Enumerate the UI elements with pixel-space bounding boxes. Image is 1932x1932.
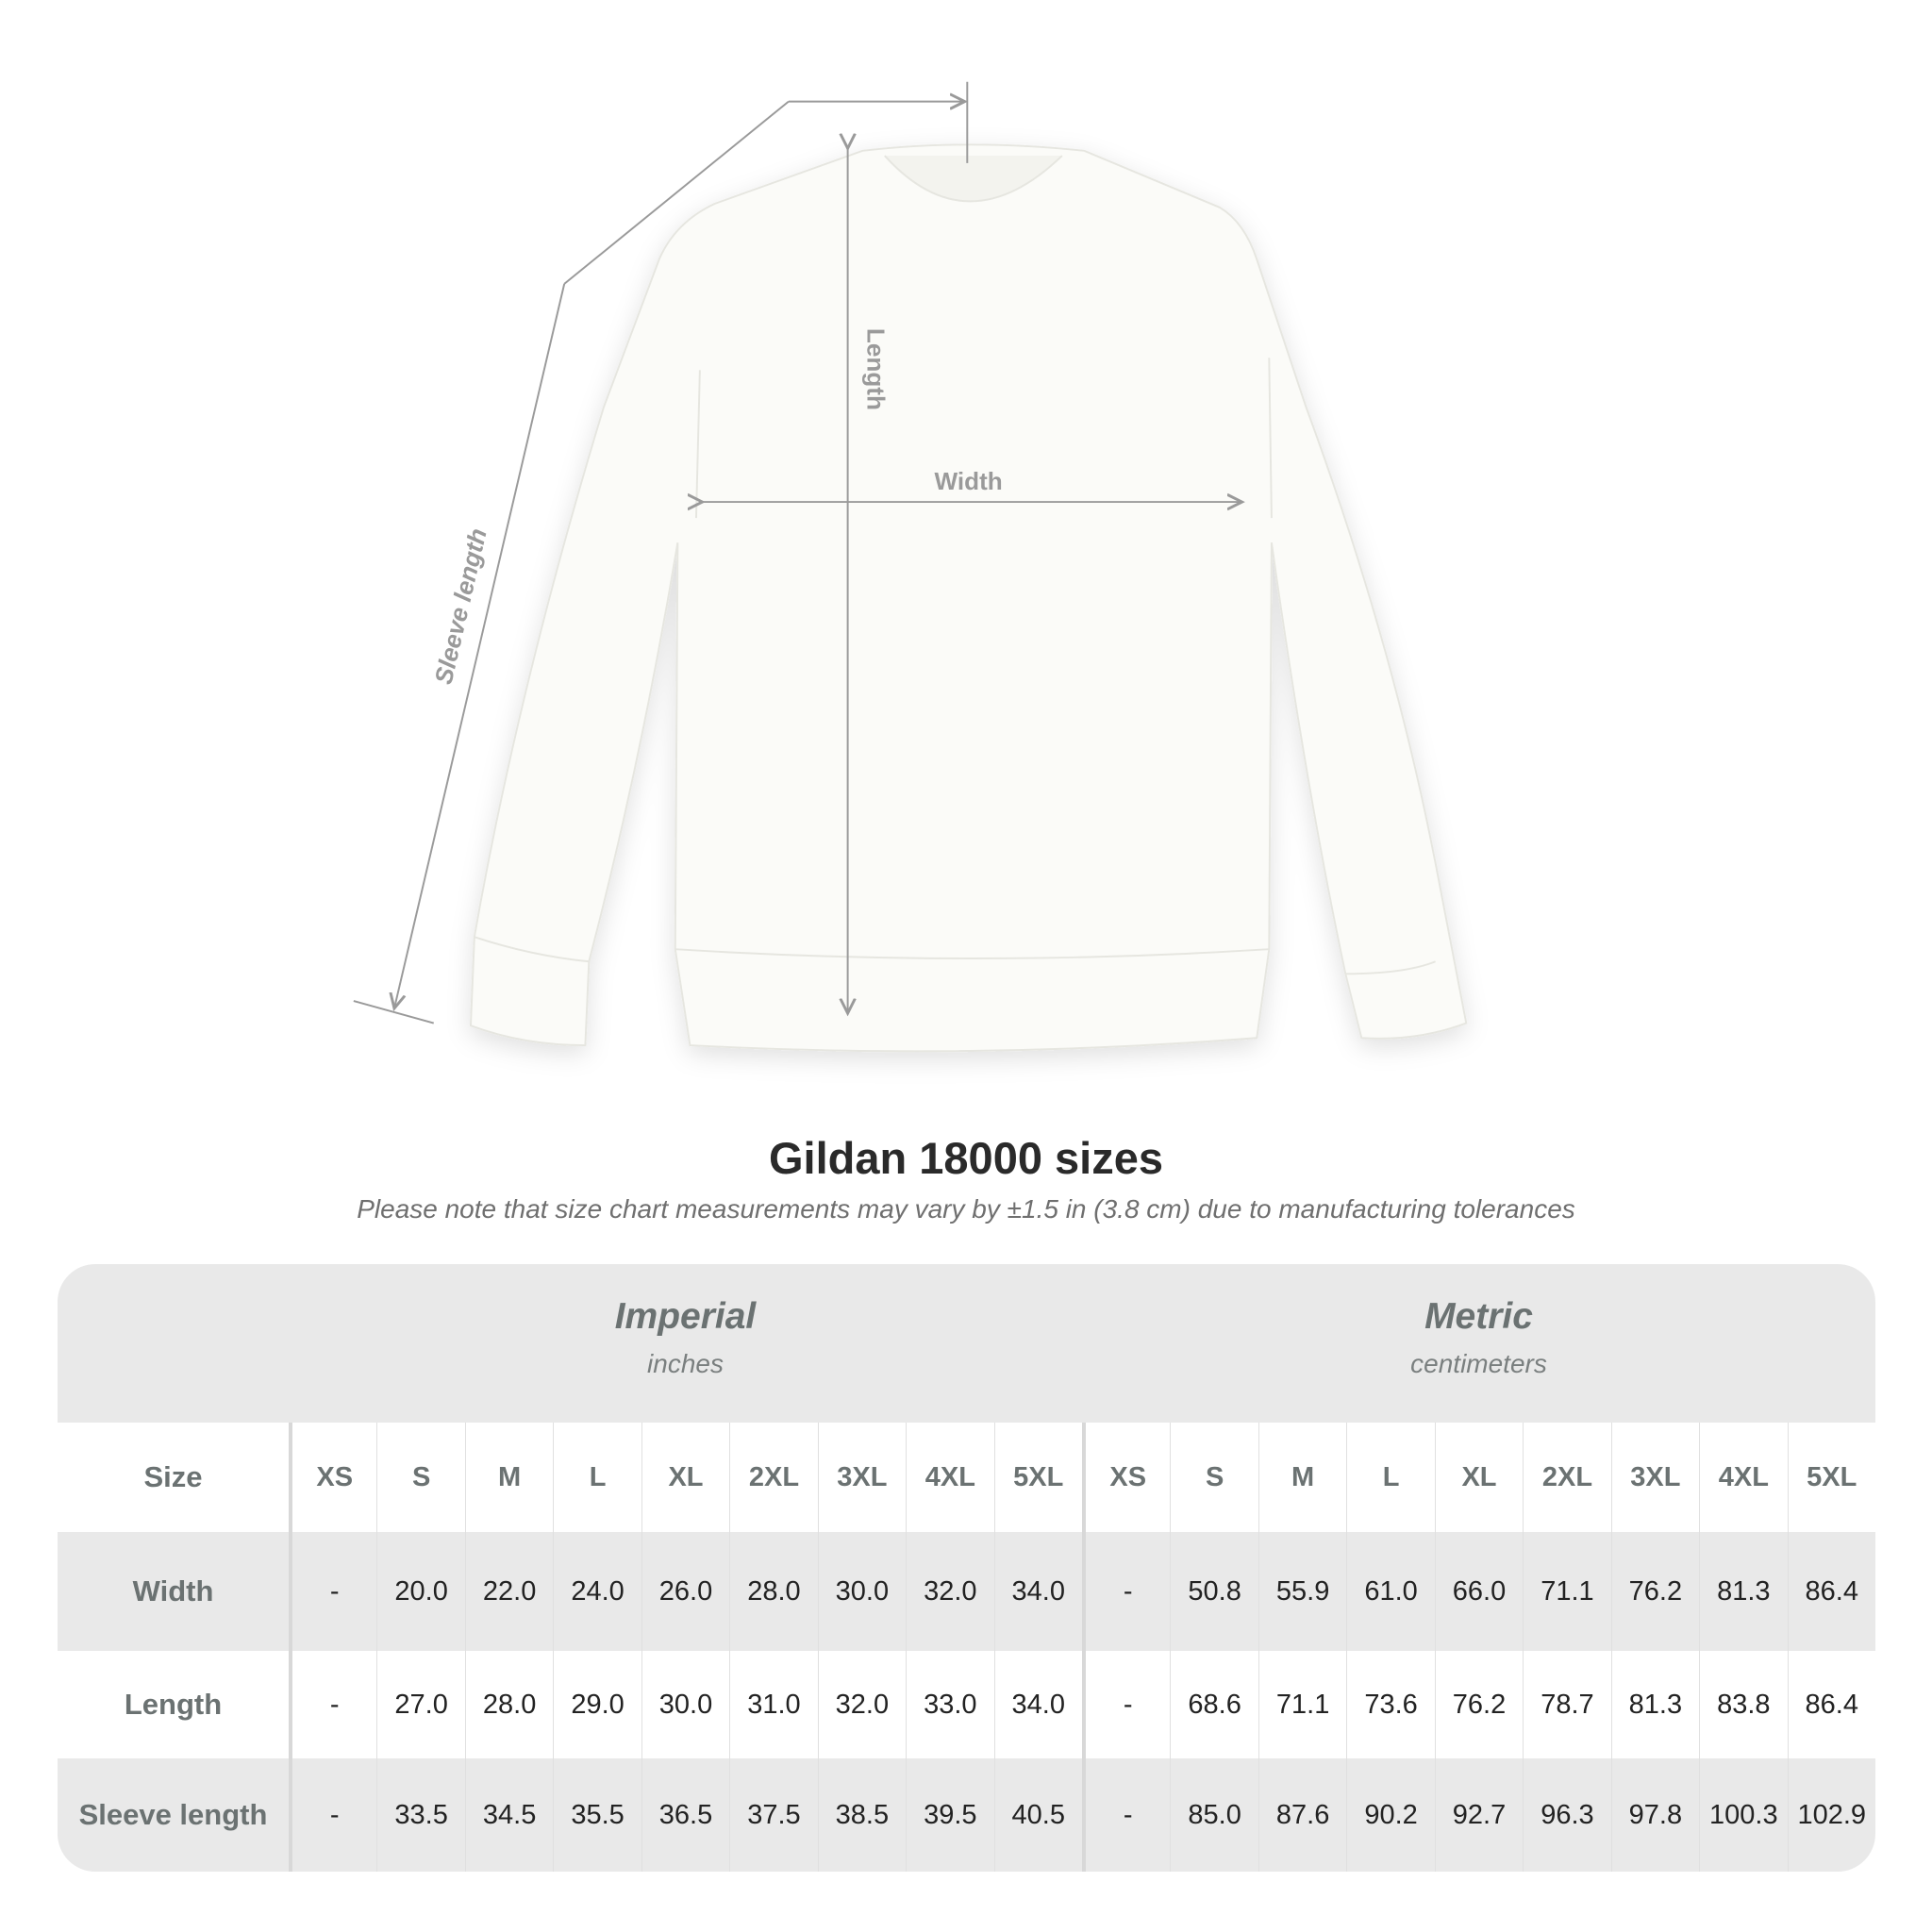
row-label: Width <box>132 1574 214 1607</box>
table-cell: 5XL <box>1787 1423 1875 1532</box>
table-cell: 22.0 <box>464 1532 553 1651</box>
sweatshirt-image <box>469 143 1468 1053</box>
table-cell: L <box>553 1423 641 1532</box>
table-cell: XS <box>1081 1423 1170 1532</box>
table-cell: 36.5 <box>641 1758 729 1872</box>
table-cell: S <box>1170 1423 1257 1532</box>
table-cell: 85.0 <box>1170 1758 1257 1872</box>
table-cell: - <box>289 1532 376 1651</box>
table-cell: 81.3 <box>1610 1651 1699 1758</box>
table-cell: 30.0 <box>817 1532 906 1651</box>
table-cell: 86.4 <box>1787 1651 1875 1758</box>
table-cell: 40.5 <box>993 1758 1082 1872</box>
table-cell: 100.3 <box>1699 1758 1787 1872</box>
table-cell: XL <box>641 1423 729 1532</box>
table-cell: 34.0 <box>993 1651 1082 1758</box>
table-cell: M <box>1257 1423 1346 1532</box>
table-cell: 87.6 <box>1257 1758 1346 1872</box>
table-cell: 66.0 <box>1434 1532 1523 1651</box>
table-cell: 50.8 <box>1170 1532 1257 1651</box>
table-row: Length -27.0 28.0 29.0 30.0 31.0 32.0 33.0 34.0-… <box>58 1651 1875 1758</box>
table-cell: 33.0 <box>906 1651 993 1758</box>
sleeve-arrow <box>394 283 566 1008</box>
sleeve-length-label: Sleeve length <box>429 525 492 687</box>
table-cell: 102.9 <box>1787 1758 1875 1872</box>
table-cell: 30.0 <box>641 1651 729 1758</box>
table-cell: 5XL <box>993 1423 1082 1532</box>
table-cell: 4XL <box>906 1423 993 1532</box>
table-cell: 55.9 <box>1257 1532 1346 1651</box>
table-cell: 39.5 <box>906 1758 993 1872</box>
imperial-header: Imperial inches <box>289 1264 1082 1423</box>
metric-header: Metric centimeters <box>1082 1264 1875 1423</box>
page-title: Gildan 18000 sizes <box>768 1133 1164 1183</box>
table-cell: 76.2 <box>1610 1532 1699 1651</box>
table-cell: 86.4 <box>1787 1532 1875 1651</box>
table-cell: - <box>1081 1758 1170 1872</box>
table-cell: - <box>289 1651 376 1758</box>
table-cell: 2XL <box>1523 1423 1610 1532</box>
sweatshirt-diagram: Length Width Sleeve length <box>353 81 1468 1053</box>
table-cell: 3XL <box>817 1423 906 1532</box>
table-cell: 2XL <box>729 1423 817 1532</box>
imperial-title: Imperial <box>614 1296 757 1337</box>
table-cell: 32.0 <box>817 1651 906 1758</box>
table-cell: L <box>1346 1423 1434 1532</box>
table-row: Width -20.0 22.0 24.0 26.0 28.0 30.0 32.0 34.0-5… <box>58 1532 1875 1651</box>
table-cell: S <box>376 1423 464 1532</box>
header-band <box>58 1264 1875 1423</box>
table-cell: 24.0 <box>553 1532 641 1651</box>
row-label: Length <box>124 1688 223 1721</box>
table-cell: XL <box>1434 1423 1523 1532</box>
measurement-annotations <box>353 81 1242 1024</box>
row-band <box>58 1758 1875 1872</box>
table-cell: 92.7 <box>1434 1758 1523 1872</box>
table-cell: 73.6 <box>1346 1651 1434 1758</box>
table-cell: 83.8 <box>1699 1651 1787 1758</box>
table-cell: 37.5 <box>729 1758 817 1872</box>
row-band <box>58 1532 1875 1651</box>
row-label: Sleeve length <box>78 1798 268 1831</box>
table-cell: 20.0 <box>376 1532 464 1651</box>
size-header-row: Size XS S M L XL 2XL 3XL 4XL 5XL XS S M L XL 2XL 3XL 4XL 5… <box>58 1423 1875 1532</box>
table-cell: 33.5 <box>376 1758 464 1872</box>
imperial-unit: inches <box>647 1349 724 1378</box>
table-cell: 81.3 <box>1699 1532 1787 1651</box>
table-cell: 78.7 <box>1523 1651 1610 1758</box>
table-cell: 26.0 <box>641 1532 729 1651</box>
table-cell: 3XL <box>1610 1423 1699 1532</box>
table-row: Sleeve length -33.5 34.5 35.5 36.5 37.5 38.5 39… <box>58 1758 1875 1872</box>
table-cell: - <box>1081 1651 1170 1758</box>
table-cell: 38.5 <box>817 1758 906 1872</box>
length-label: Length <box>862 328 891 410</box>
table-cell: XS <box>289 1423 376 1532</box>
table-cell: 76.2 <box>1434 1651 1523 1758</box>
tolerance-note: Please note that size chart measurements… <box>357 1194 1575 1224</box>
metric-title: Metric <box>1424 1296 1533 1337</box>
row-label: Size <box>143 1460 203 1493</box>
table-cell: 71.1 <box>1257 1651 1346 1758</box>
table-cell: 29.0 <box>553 1651 641 1758</box>
table-cell: 71.1 <box>1523 1532 1610 1651</box>
table-cell: 61.0 <box>1346 1532 1434 1651</box>
table-cell: 96.3 <box>1523 1758 1610 1872</box>
table-cell: 28.0 <box>464 1651 553 1758</box>
table-cell: 4XL <box>1699 1423 1787 1532</box>
table-cell: 97.8 <box>1610 1758 1699 1872</box>
table-cell: 68.6 <box>1170 1651 1257 1758</box>
table-cell: - <box>289 1758 376 1872</box>
size-chart-table: Imperial inches Metric centimeters Size X… <box>58 1264 1875 1872</box>
table-cell: 34.5 <box>464 1758 553 1872</box>
table-cell: M <box>464 1423 553 1532</box>
table-cell: 27.0 <box>376 1651 464 1758</box>
width-label: Width <box>934 467 1002 495</box>
table-cell: - <box>1081 1532 1170 1651</box>
table-cell: 35.5 <box>553 1758 641 1872</box>
table-cell: 34.0 <box>993 1532 1082 1651</box>
table-cell: 28.0 <box>729 1532 817 1651</box>
table-cell: 32.0 <box>906 1532 993 1651</box>
table-cell: 31.0 <box>729 1651 817 1758</box>
table-cell: 90.2 <box>1346 1758 1434 1872</box>
metric-unit: centimeters <box>1410 1349 1547 1378</box>
